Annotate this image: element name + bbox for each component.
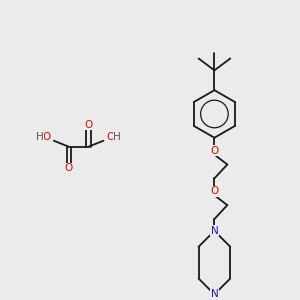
Text: N: N: [211, 226, 218, 236]
Text: O: O: [106, 132, 115, 142]
Text: H: H: [113, 132, 121, 142]
Text: H: H: [36, 132, 44, 142]
Text: O: O: [84, 120, 93, 130]
Text: O: O: [43, 132, 51, 142]
Text: O: O: [210, 146, 218, 156]
Text: O: O: [210, 186, 218, 196]
Text: O: O: [64, 164, 73, 173]
Text: N: N: [211, 289, 218, 299]
